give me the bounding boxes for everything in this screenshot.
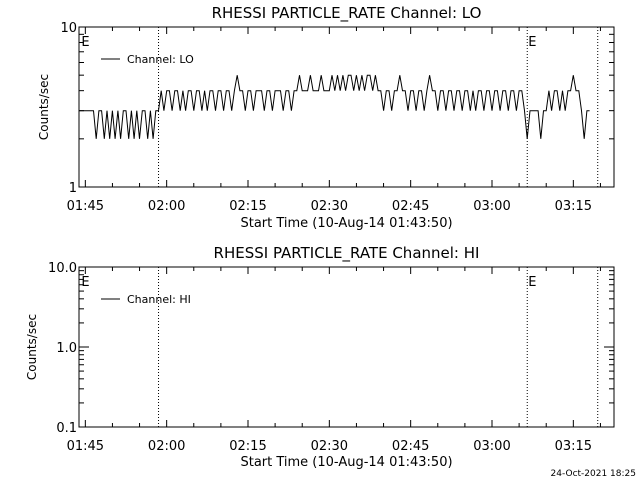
y-axis-label: Counts/sec xyxy=(37,74,51,140)
x-tick-label: 02:15 xyxy=(229,439,266,454)
y-tick-label: 10 xyxy=(60,21,77,36)
y-tick-label: 10.0 xyxy=(48,261,77,276)
x-tick-label: 02:00 xyxy=(148,199,185,214)
x-tick-label: 03:15 xyxy=(555,199,592,214)
chart-title: RHESSI PARTICLE_RATE Channel: HI xyxy=(214,244,480,263)
x-tick-label: 02:00 xyxy=(148,439,185,454)
eclipse-marker-label: E xyxy=(81,35,89,50)
plot-frame xyxy=(78,26,615,188)
x-tick-label: 03:00 xyxy=(473,439,510,454)
x-tick-label: 02:30 xyxy=(311,199,348,214)
eclipse-marker-label: E xyxy=(528,35,536,50)
y-tick-label: 0.1 xyxy=(56,421,77,436)
y-axis-label: Counts/sec xyxy=(25,314,39,380)
x-tick-label: 02:15 xyxy=(229,199,266,214)
x-axis-label: Start Time (10-Aug-14 01:43:50) xyxy=(240,455,452,470)
x-tick-label: 02:45 xyxy=(392,439,429,454)
x-tick-label: 02:30 xyxy=(311,439,348,454)
series-line-1 xyxy=(79,74,590,139)
chart-title: RHESSI PARTICLE_RATE Channel: LO xyxy=(212,4,482,23)
chart-panel-1: RHESSI PARTICLE_RATE Channel: LO 01:45 02:… xyxy=(37,4,615,231)
legend-label: Channel: LO xyxy=(127,53,194,66)
eclipse-marker-label: E xyxy=(81,275,89,290)
chart-panel-2: RHESSI PARTICLE_RATE Channel: HI 01:45 02:… xyxy=(25,244,615,470)
eclipse-marker-label: E xyxy=(528,275,536,290)
y-tick-label: 1.0 xyxy=(56,341,77,356)
x-tick-label: 03:00 xyxy=(473,199,510,214)
x-tick-label: 01:45 xyxy=(67,439,104,454)
x-tick-label: 03:15 xyxy=(555,439,592,454)
legend-label: Channel: HI xyxy=(127,293,191,306)
y-tick-label: 1 xyxy=(69,181,77,196)
plot-timestamp: 24-Oct-2021 18:25 xyxy=(551,469,636,479)
x-axis-label: Start Time (10-Aug-14 01:43:50) xyxy=(240,216,452,231)
x-tick-label: 01:45 xyxy=(67,199,104,214)
plot-frame xyxy=(78,266,615,428)
x-tick-label: 02:45 xyxy=(392,199,429,214)
